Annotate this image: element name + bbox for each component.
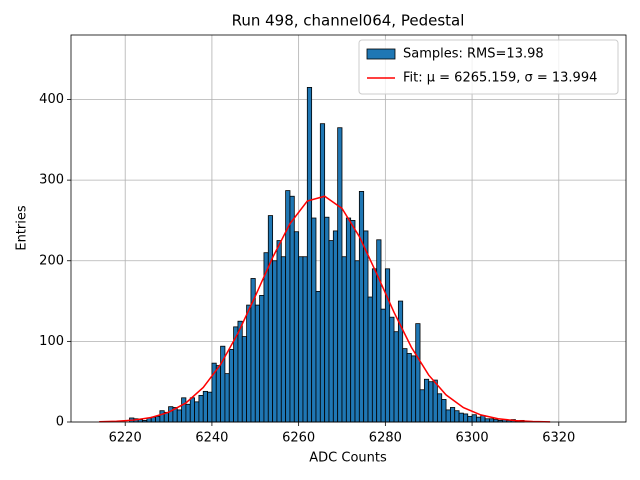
y-tick-label: 300 [39, 173, 64, 188]
bar [246, 304, 252, 423]
bar [306, 87, 313, 423]
bar [419, 389, 425, 423]
bar [489, 418, 495, 423]
bar [237, 320, 243, 423]
bar [432, 379, 438, 423]
bar [449, 407, 456, 423]
bar [441, 399, 447, 423]
bar [410, 355, 417, 423]
bar [458, 412, 464, 423]
bar [436, 393, 443, 423]
x-tick-label: 6300 [456, 431, 489, 446]
bar [415, 323, 421, 423]
bar [341, 256, 347, 423]
bar [324, 216, 330, 423]
legend-box [358, 39, 619, 95]
bar [319, 123, 326, 423]
y-tick-label: 100 [39, 334, 64, 349]
bar [389, 316, 395, 423]
plot-frame [70, 34, 627, 423]
bar [423, 378, 430, 423]
bar [328, 240, 334, 423]
bar [367, 296, 373, 423]
bar [228, 349, 234, 423]
bar [259, 295, 265, 423]
bar [428, 381, 434, 423]
bar [215, 365, 221, 423]
x-tick-label: 6320 [542, 431, 575, 446]
bar [302, 256, 308, 423]
bar [198, 394, 204, 423]
bar [280, 256, 287, 423]
bar [159, 410, 165, 423]
bar [202, 390, 208, 423]
bar [181, 397, 187, 423]
y-tick-label: 200 [39, 253, 64, 268]
bar [289, 195, 295, 423]
bar [207, 391, 213, 423]
bar [484, 418, 490, 423]
bar [168, 406, 174, 423]
bar [185, 403, 191, 423]
bar [354, 260, 360, 423]
bar [293, 231, 300, 423]
x-axis-label: ADC Counts [309, 451, 387, 466]
legend-swatch [366, 48, 396, 60]
bar [402, 348, 408, 423]
bar [155, 415, 161, 423]
bar [480, 415, 486, 423]
bar [224, 373, 230, 423]
x-tick-label: 6240 [195, 431, 228, 446]
bar [337, 127, 343, 423]
legend: Samples: RMS=13.98 Fit: μ = 6265.159, σ =… [358, 39, 619, 95]
bar [406, 353, 412, 423]
bar [276, 240, 282, 423]
y-axis-label: Entries [15, 205, 30, 251]
bar [194, 401, 200, 423]
bar [189, 397, 195, 423]
bar [397, 300, 404, 423]
x-tick-label: 6220 [109, 431, 142, 446]
bar [176, 409, 182, 423]
bar [384, 268, 391, 423]
bar [311, 217, 317, 423]
bar [345, 217, 352, 423]
bar [332, 230, 339, 423]
legend-label: Fit: μ = 6265.159, σ = 13.994 [403, 71, 597, 86]
legend-label: Samples: RMS=13.98 [403, 47, 544, 62]
bar [463, 413, 469, 423]
bar [454, 410, 460, 423]
bar [298, 256, 304, 423]
chart-title: Run 498, channel064, Pedestal [232, 12, 465, 30]
bar [363, 230, 369, 423]
y-tick-label: 400 [39, 92, 64, 107]
bar [267, 215, 274, 423]
bar [263, 252, 269, 423]
bar [350, 220, 356, 423]
bar [241, 336, 248, 423]
bar [272, 260, 278, 423]
y-tick-label: 0 [56, 415, 64, 430]
bar [445, 409, 451, 423]
bar [380, 308, 386, 423]
bar [467, 415, 473, 423]
x-tick-label: 6260 [282, 431, 315, 446]
bar [315, 290, 321, 423]
bar [393, 331, 399, 423]
x-tick-label: 6280 [369, 431, 402, 446]
bar [376, 239, 382, 423]
bar [476, 416, 482, 423]
bar [371, 268, 378, 423]
bar [358, 191, 365, 423]
bar [254, 304, 261, 423]
bar [471, 414, 477, 423]
fit-line [99, 195, 551, 423]
